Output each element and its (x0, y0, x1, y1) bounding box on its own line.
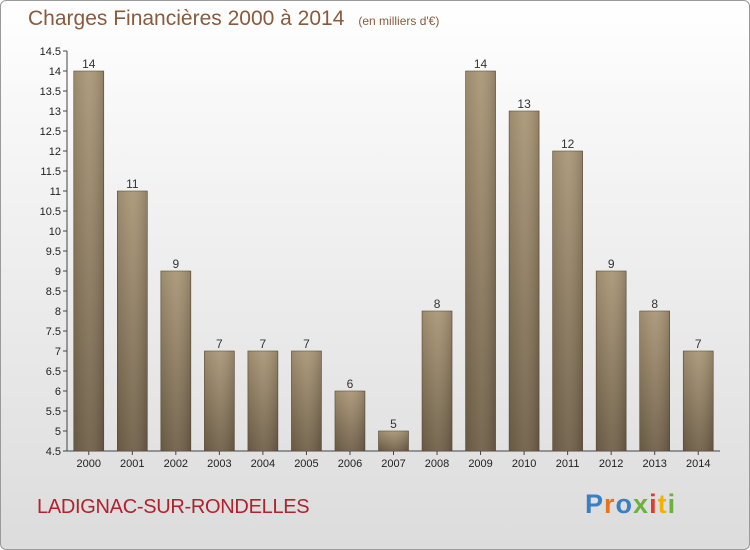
bar-shade (552, 151, 583, 451)
bar-shade (422, 311, 453, 451)
logo-letter: i (649, 489, 658, 519)
bar-value-label: 11 (126, 177, 139, 191)
y-tick-label: 6 (55, 386, 61, 398)
chart-title-block: Charges Financières 2000 à 2014 (en milli… (28, 7, 439, 31)
x-tick-label: 2011 (556, 458, 580, 470)
bar-value-label: 14 (82, 57, 96, 71)
y-tick-label: 10.5 (40, 206, 61, 218)
bar-shade (465, 71, 496, 451)
x-tick-label: 2001 (120, 458, 144, 470)
y-tick-label: 10 (49, 226, 61, 238)
logo-letter: r (604, 489, 616, 519)
x-tick-label: 2004 (251, 458, 275, 470)
bar-value-label: 13 (517, 97, 531, 111)
bar-value-label: 8 (434, 297, 441, 311)
x-tick-label: 2008 (425, 458, 449, 470)
y-tick-label: 4.5 (46, 446, 61, 458)
unit-note: (en milliers d'€) (358, 14, 440, 28)
bar-value-label: 14 (474, 57, 488, 71)
bar-value-label: 6 (347, 377, 354, 391)
bar-shade (509, 111, 540, 451)
bar-value-label: 5 (390, 417, 397, 431)
bar-shade (378, 431, 409, 451)
bar-value-label: 7 (260, 337, 267, 351)
commune-name: LADIGNAC-SUR-RONDELLES (37, 496, 310, 518)
y-tick-label: 5 (55, 426, 61, 438)
y-tick-label: 13 (49, 106, 61, 118)
bar-shade (596, 271, 627, 451)
x-tick-label: 2005 (294, 458, 318, 470)
bar-value-label: 7 (216, 337, 223, 351)
logo-letter: o (615, 489, 634, 519)
x-tick-label: 2006 (338, 458, 362, 470)
y-tick-label: 8 (55, 306, 61, 318)
logo-letter: P (585, 489, 605, 519)
chart-title: Charges Financières 2000 à 2014 (28, 7, 345, 30)
x-tick-label: 2009 (468, 458, 492, 470)
bar-value-label: 7 (695, 337, 702, 351)
x-tick-label: 2014 (686, 458, 710, 470)
y-tick-label: 9 (55, 266, 61, 278)
y-tick-label: 9.5 (46, 246, 61, 258)
y-tick-label: 7.5 (46, 326, 61, 338)
bar-shade (247, 351, 278, 451)
bar-shade (639, 311, 670, 451)
x-tick-label: 2002 (164, 458, 188, 470)
x-tick-label: 2012 (599, 458, 623, 470)
logo-letter: i (667, 489, 677, 519)
logo-letter: t (657, 489, 668, 519)
x-tick-label: 2010 (512, 458, 536, 470)
bar-shade (160, 271, 191, 451)
y-tick-label: 14 (49, 66, 61, 78)
logo-letter: x (633, 489, 650, 519)
bar-value-label: 7 (303, 337, 310, 351)
bar-shade (73, 71, 104, 451)
bar-shade (683, 351, 714, 451)
x-tick-label: 2013 (642, 458, 666, 470)
bar-shade (204, 351, 235, 451)
y-tick-label: 8.5 (46, 286, 61, 298)
bar-value-label: 9 (608, 257, 615, 271)
bar-shade (291, 351, 322, 451)
x-tick-label: 2000 (77, 458, 101, 470)
bar-value-label: 9 (172, 257, 179, 271)
proxiti-logo: Proxiti (585, 489, 676, 520)
bar-value-label: 8 (651, 297, 658, 311)
bar-shade (334, 391, 365, 451)
bar-shade (117, 191, 148, 451)
y-tick-label: 12 (49, 146, 61, 158)
y-tick-label: 14.5 (40, 46, 61, 58)
y-tick-label: 11 (50, 186, 61, 198)
y-tick-label: 11.5 (40, 166, 61, 178)
y-tick-label: 13.5 (40, 86, 61, 98)
x-tick-label: 2003 (207, 458, 231, 470)
y-tick-label: 6.5 (46, 366, 61, 378)
y-tick-label: 5.5 (46, 406, 61, 418)
x-tick-label: 2007 (381, 458, 405, 470)
bar-value-label: 12 (561, 137, 575, 151)
y-tick-label: 7 (55, 346, 61, 358)
y-tick-label: 12.5 (40, 126, 61, 138)
